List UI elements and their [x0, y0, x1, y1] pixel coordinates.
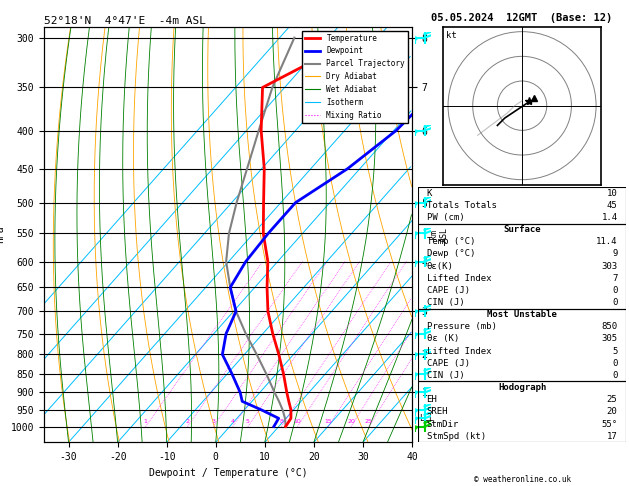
Text: CIN (J): CIN (J)	[426, 298, 464, 307]
Text: SREH: SREH	[426, 407, 448, 417]
Text: 17: 17	[607, 432, 618, 441]
Text: kt: kt	[447, 32, 457, 40]
Text: 45: 45	[607, 201, 618, 210]
Text: Lifted Index: Lifted Index	[426, 347, 491, 356]
Text: Lifted Index: Lifted Index	[426, 274, 491, 283]
Text: Pressure (mb): Pressure (mb)	[426, 322, 496, 331]
Text: Most Unstable: Most Unstable	[487, 310, 557, 319]
Text: θε(K): θε(K)	[426, 261, 454, 271]
Text: Temp (°C): Temp (°C)	[426, 237, 475, 246]
Text: 25: 25	[607, 395, 618, 404]
Text: 0: 0	[612, 286, 618, 295]
Text: 2: 2	[186, 419, 189, 424]
Legend: Temperature, Dewpoint, Parcel Trajectory, Dry Adiabat, Wet Adiabat, Isotherm, Mi: Temperature, Dewpoint, Parcel Trajectory…	[302, 31, 408, 122]
Text: 4: 4	[231, 419, 235, 424]
Text: CIN (J): CIN (J)	[426, 371, 464, 380]
Text: 7: 7	[612, 274, 618, 283]
Text: Surface: Surface	[503, 225, 541, 234]
Text: 55°: 55°	[601, 419, 618, 429]
Text: 9: 9	[612, 249, 618, 259]
Text: 5: 5	[246, 419, 250, 424]
Text: θε (K): θε (K)	[426, 334, 459, 344]
Y-axis label: hPa: hPa	[0, 226, 5, 243]
Text: 10: 10	[607, 189, 618, 198]
Text: K: K	[426, 189, 432, 198]
Text: 0: 0	[612, 298, 618, 307]
Text: 25: 25	[365, 419, 373, 424]
Text: EH: EH	[426, 395, 437, 404]
Text: 303: 303	[601, 261, 618, 271]
Text: 52°18'N  4°47'E  -4m ASL: 52°18'N 4°47'E -4m ASL	[44, 16, 206, 26]
Text: Hodograph: Hodograph	[498, 383, 546, 392]
Text: 5: 5	[612, 347, 618, 356]
Text: 05.05.2024  12GMT  (Base: 12): 05.05.2024 12GMT (Base: 12)	[431, 13, 613, 23]
Text: StmDir: StmDir	[426, 419, 459, 429]
Text: © weatheronline.co.uk: © weatheronline.co.uk	[474, 474, 571, 484]
Text: 20: 20	[607, 407, 618, 417]
Text: Dewp (°C): Dewp (°C)	[426, 249, 475, 259]
Text: PW (cm): PW (cm)	[426, 213, 464, 222]
Text: 20: 20	[347, 419, 355, 424]
Text: 850: 850	[601, 322, 618, 331]
Text: 0: 0	[612, 371, 618, 380]
Text: 305: 305	[601, 334, 618, 344]
Text: 10: 10	[294, 419, 301, 424]
Text: CAPE (J): CAPE (J)	[426, 359, 470, 368]
Text: 0: 0	[612, 359, 618, 368]
Text: CAPE (J): CAPE (J)	[426, 286, 470, 295]
Text: 3: 3	[211, 419, 216, 424]
Text: 1.4: 1.4	[601, 213, 618, 222]
X-axis label: Dewpoint / Temperature (°C): Dewpoint / Temperature (°C)	[148, 468, 308, 478]
Text: StmSpd (kt): StmSpd (kt)	[426, 432, 486, 441]
Text: 8: 8	[279, 419, 283, 424]
Text: 11.4: 11.4	[596, 237, 618, 246]
Text: LCL: LCL	[420, 414, 435, 423]
Text: 15: 15	[325, 419, 332, 424]
Text: Totals Totals: Totals Totals	[426, 201, 496, 210]
Y-axis label: km
ASL: km ASL	[429, 227, 448, 242]
Text: 1: 1	[143, 419, 148, 424]
